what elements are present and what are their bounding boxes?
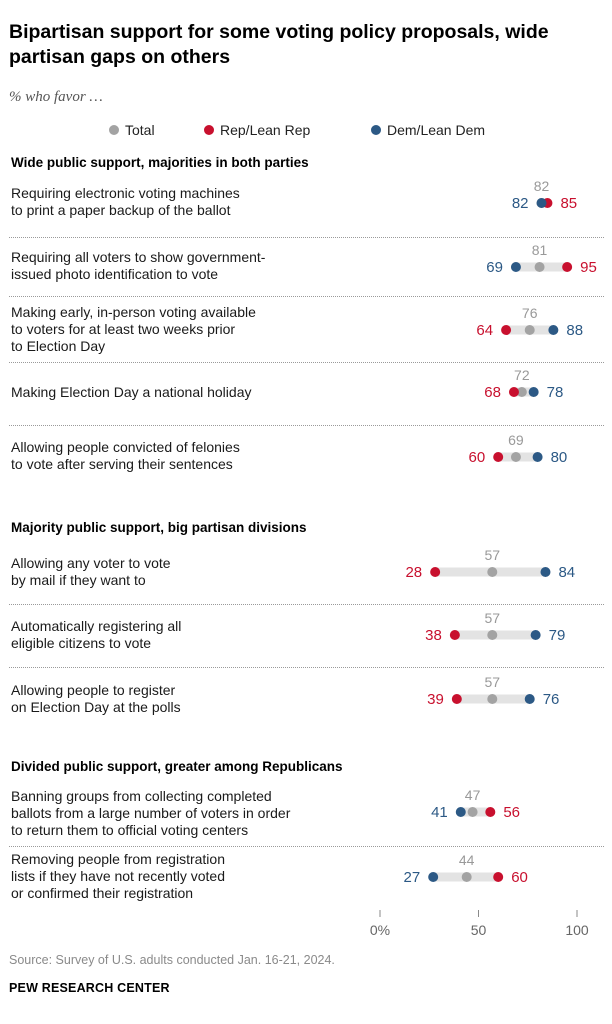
dem-dot <box>528 387 539 397</box>
total-dot <box>516 387 527 397</box>
source-note: Source: Survey of U.S. adults conducted … <box>9 953 335 967</box>
chart-subtitle: % who favor … <box>9 89 103 105</box>
dem-dot <box>548 325 559 335</box>
total-dot <box>487 630 498 640</box>
section-heading-partisan-divisions: Majority public support, big partisan di… <box>11 520 307 535</box>
total-value-label: 76 <box>522 305 538 321</box>
row-label-photo-id: Requiring all voters to show government-… <box>11 249 266 282</box>
rep-dot <box>493 872 504 882</box>
rep-dot <box>493 452 504 462</box>
total-dot <box>534 262 545 272</box>
total-value-label: 72 <box>514 367 530 383</box>
dem-dot <box>510 262 521 272</box>
x-axis-tick-label: 100 <box>565 922 589 938</box>
row-label-national-holiday: Making Election Day a national holiday <box>11 384 252 400</box>
dem-value-label: 69 <box>486 259 503 276</box>
chart-title: Bipartisan support for some voting polic… <box>9 21 549 68</box>
rep-dot <box>562 262 573 272</box>
section-heading-wide-support: Wide public support, majorities in both … <box>11 155 309 170</box>
dem-value-label: 84 <box>558 564 575 581</box>
section-heading-divided-support: Divided public support, greater among Re… <box>11 759 343 774</box>
dem-dot <box>524 694 535 704</box>
rep-value-label: 85 <box>560 195 577 212</box>
rep-value-label: 60 <box>469 449 486 466</box>
rep-dot <box>449 630 460 640</box>
row-divider <box>9 667 604 668</box>
row-label-vote-by-mail: Allowing any voter to vote by mail if th… <box>11 555 171 588</box>
total-dot <box>487 694 498 704</box>
dem-value-label: 82 <box>512 195 529 212</box>
total-value-label: 69 <box>508 432 524 448</box>
brand-name: PEW RESEARCH CENTER <box>9 981 170 995</box>
total-dot <box>510 452 521 462</box>
row-divider <box>9 362 604 363</box>
total-dot <box>467 807 478 817</box>
row-divider <box>9 846 604 847</box>
dem-value-label: 76 <box>543 691 560 708</box>
row-divider <box>9 237 604 238</box>
row-label-same-day-registration: Allowing people to register on Election … <box>11 682 181 715</box>
dem-value-label: 27 <box>404 869 421 886</box>
row-label-early-voting: Making early, in-person voting available… <box>11 304 256 354</box>
row-label-felon-voting: Allowing people convicted of felonies to… <box>11 439 240 472</box>
dem-value-label: 80 <box>551 449 568 466</box>
total-value-label: 57 <box>485 610 501 626</box>
legend-total-dot <box>109 125 119 135</box>
dem-dot <box>455 807 466 817</box>
legend-item-dem: Dem/Lean Dem <box>371 121 485 139</box>
row-label-registration-purge: Removing people from registration lists … <box>11 851 225 901</box>
total-dot <box>524 325 535 335</box>
dem-value-label: 78 <box>547 384 564 401</box>
row-divider <box>9 296 604 297</box>
rep-dot <box>451 694 462 704</box>
dem-value-label: 88 <box>566 322 583 339</box>
legend-item-total: Total <box>109 121 155 139</box>
dem-value-label: 79 <box>549 627 566 644</box>
rep-value-label: 60 <box>511 869 528 886</box>
rep-value-label: 38 <box>425 627 442 644</box>
rep-value-label: 56 <box>503 804 520 821</box>
total-dot <box>461 872 472 882</box>
dem-dot <box>532 452 543 462</box>
total-value-label: 57 <box>485 547 501 563</box>
dem-dot <box>540 567 551 577</box>
legend-rep-dot <box>204 125 214 135</box>
rep-value-label: 28 <box>405 564 422 581</box>
rep-dot <box>485 807 496 817</box>
total-value-label: 81 <box>532 242 548 258</box>
dem-dot <box>530 630 541 640</box>
x-axis-tick-label: 50 <box>471 922 487 938</box>
rep-dot <box>430 567 441 577</box>
rep-dot <box>501 325 512 335</box>
dem-dot <box>536 198 547 208</box>
legend-dem-dot <box>371 125 381 135</box>
row-divider <box>9 425 604 426</box>
legend-rep-label: Rep/Lean Rep <box>220 122 311 138</box>
dem-value-label: 41 <box>431 804 448 821</box>
x-axis-tick-label: 0% <box>370 922 390 938</box>
legend-dem-label: Dem/Lean Dem <box>387 122 486 138</box>
row-divider <box>9 604 604 605</box>
total-value-label: 47 <box>465 787 481 803</box>
total-value-label: 57 <box>485 674 501 690</box>
row-label-auto-registration: Automatically registering all eligible c… <box>11 618 182 651</box>
total-dot <box>487 567 498 577</box>
rep-value-label: 64 <box>476 322 493 339</box>
rep-value-label: 68 <box>484 384 501 401</box>
total-value-label: 82 <box>534 178 550 194</box>
rep-dot <box>508 387 519 397</box>
total-value-label: 44 <box>459 852 475 868</box>
rep-value-label: 95 <box>580 259 597 276</box>
legend-item-rep: Rep/Lean Rep <box>204 121 310 139</box>
row-label-ballot-collection-ban: Banning groups from collecting completed… <box>11 788 291 838</box>
legend-total-label: Total <box>125 122 155 138</box>
row-label-paper-backup: Requiring electronic voting machines to … <box>11 185 240 218</box>
rep-value-label: 39 <box>427 691 444 708</box>
dem-dot <box>428 872 439 882</box>
